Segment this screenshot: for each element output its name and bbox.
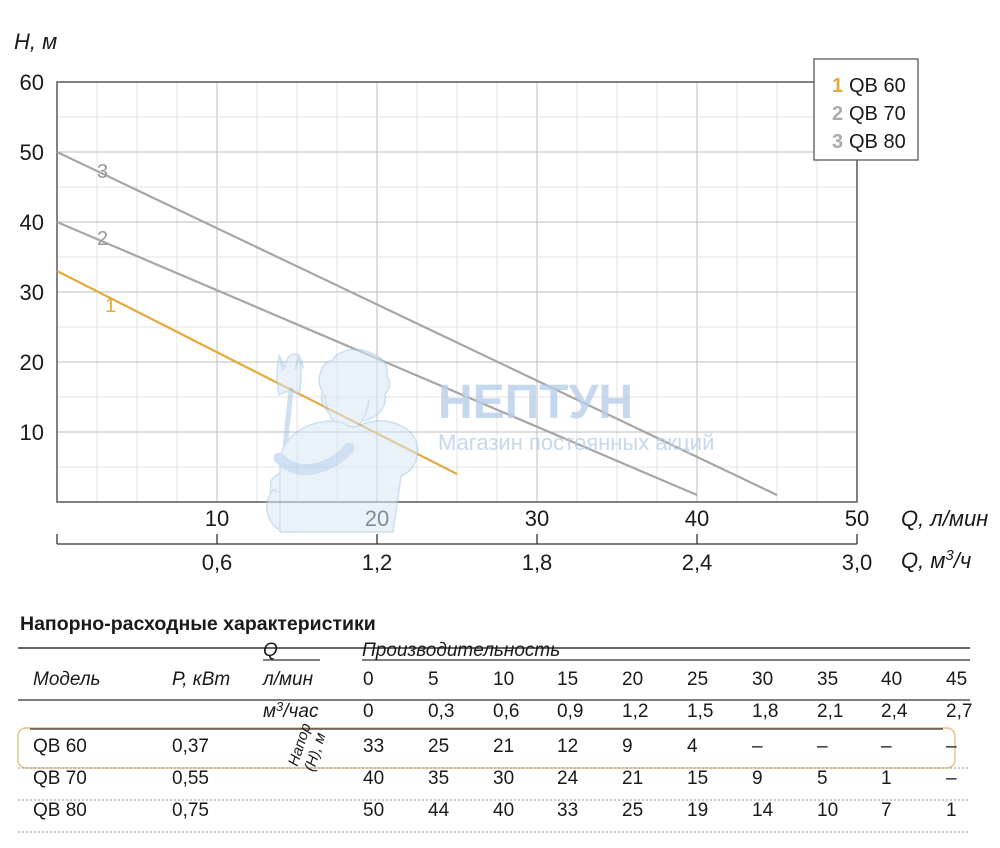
svg-text:1,2: 1,2 [362,550,393,575]
svg-text:30: 30 [525,506,549,531]
svg-text:НЕПТУН: НЕПТУН [438,376,633,429]
svg-text:2,4: 2,4 [682,550,713,575]
svg-text:10: 10 [205,506,229,531]
svg-text:3,0: 3,0 [842,550,873,575]
svg-text:20: 20 [20,350,44,375]
svg-text:0,6: 0,6 [202,550,233,575]
svg-text:2: 2 [97,228,108,250]
svg-text:1,8: 1,8 [522,550,553,575]
svg-text:40: 40 [685,506,709,531]
svg-text:1: 1 [832,75,843,97]
svg-text:50: 50 [20,140,44,165]
svg-text:3: 3 [832,131,843,153]
svg-text:60: 60 [20,70,44,95]
svg-text:30: 30 [20,280,44,305]
svg-text:QB 70: QB 70 [849,103,906,125]
svg-text:Q, м3/ч: Q, м3/ч [901,547,971,573]
svg-text:1: 1 [105,295,116,317]
svg-text:QB 60: QB 60 [849,75,906,97]
svg-text:QB 80: QB 80 [849,131,906,153]
svg-text:Магазин постоянных акций: Магазин постоянных акций [438,430,714,455]
svg-text:50: 50 [845,506,869,531]
svg-text:40: 40 [20,210,44,235]
svg-text:10: 10 [20,420,44,445]
svg-text:Q, л/мин: Q, л/мин [901,506,988,531]
svg-text:H, м: H, м [14,29,57,54]
svg-text:2: 2 [832,103,843,125]
svg-text:3: 3 [97,161,108,183]
